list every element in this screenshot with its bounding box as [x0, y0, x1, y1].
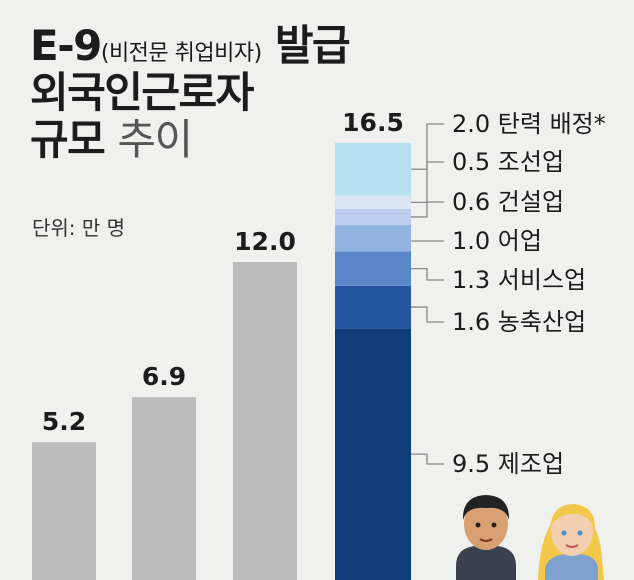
title-line-3: 규모 추이 — [30, 116, 349, 163]
stack-segment-3 — [335, 251, 411, 286]
stack-segment-6 — [335, 195, 411, 209]
leader-line-7 — [411, 123, 444, 170]
male-worker-icon — [456, 495, 516, 580]
bar-2 — [132, 397, 196, 580]
bar-value-label-4: 16.5 — [342, 108, 404, 137]
stack-segment-4 — [335, 224, 411, 252]
title-line-2: 외국인근로자 — [30, 68, 254, 118]
segment-label-3: 1.3 서비스업 — [452, 266, 586, 294]
leader-line-1 — [411, 453, 444, 465]
bar-value-label-1: 5.2 — [42, 407, 86, 436]
title-e9: E-9 — [30, 21, 102, 70]
stack-segment-7 — [335, 142, 411, 196]
female-worker-icon — [538, 504, 604, 580]
unit-label: 단위: 만 명 — [32, 216, 126, 240]
stack-segment-5 — [335, 209, 411, 225]
title-visa-type: (비전문 취업비자) — [100, 41, 262, 66]
bar-value-label-3: 12.0 — [234, 227, 296, 256]
segment-label-6: 0.5 조선업 — [452, 148, 564, 176]
segment-label-5: 0.6 건설업 — [452, 188, 564, 216]
segment-label-2: 1.6 농축산업 — [452, 308, 586, 336]
title-issuance: 발급 — [274, 21, 351, 70]
bar-value-label-2: 6.9 — [142, 362, 186, 391]
workers-illustration — [456, 495, 604, 580]
bar-1 — [32, 442, 96, 580]
segment-label-7: 2.0 탄력 배정* — [452, 110, 606, 138]
chart-title: E-9(비전문 취업비자) 발급 외국인근로자 규모 추이 — [30, 21, 351, 163]
title-line-1: E-9(비전문 취업비자) 발급 — [30, 21, 351, 70]
stack-segment-1 — [335, 328, 411, 580]
segment-label-4: 1.0 어업 — [452, 227, 542, 255]
leader-line-2 — [411, 306, 444, 323]
title-trend: 추이 — [117, 115, 193, 165]
leader-line-5 — [411, 201, 444, 218]
title-scale: 규모 — [30, 115, 106, 165]
leader-line-6 — [411, 161, 444, 204]
bar-3 — [233, 262, 297, 580]
segment-label-1: 9.5 제조업 — [452, 450, 564, 478]
leader-line-3 — [411, 267, 444, 281]
stack-segment-2 — [335, 285, 411, 329]
